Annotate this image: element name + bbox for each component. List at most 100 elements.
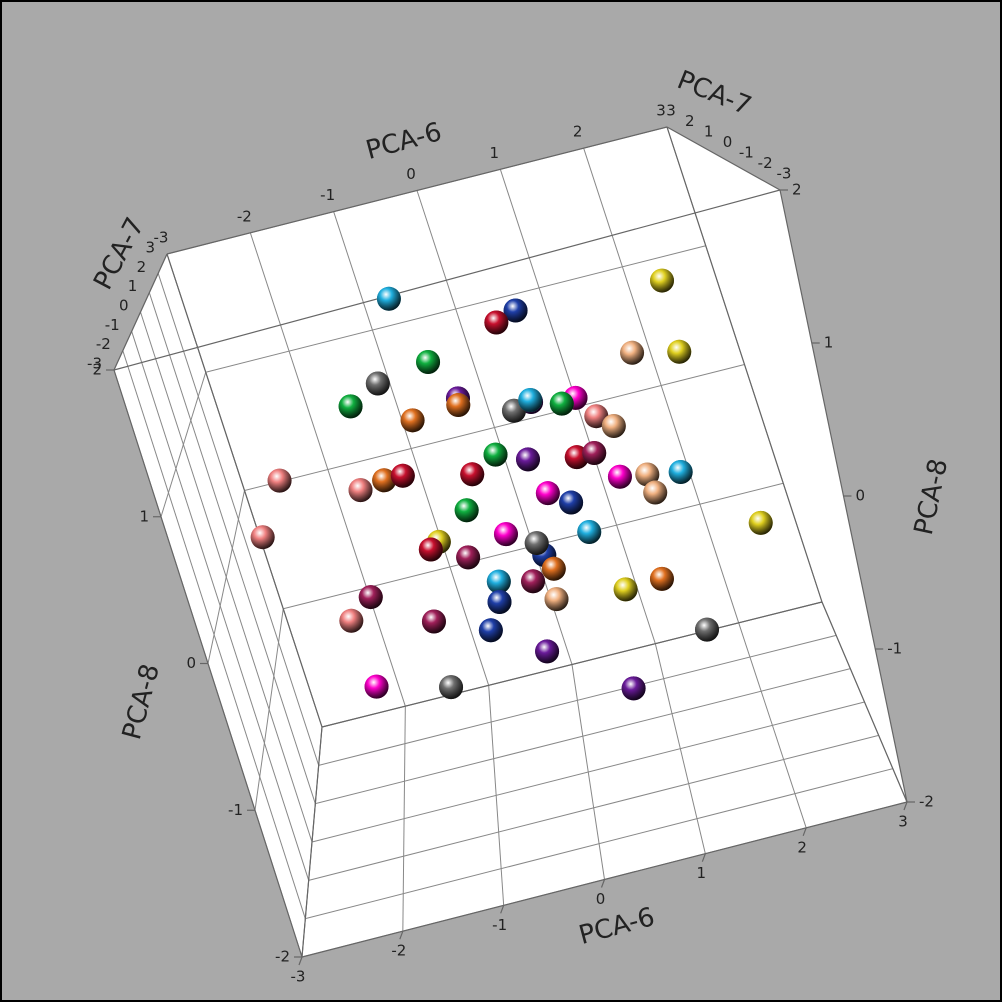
x-tick-label: 0 [596,890,606,908]
point [559,490,584,515]
point [621,676,646,701]
y-tick-label: -3 [87,355,102,373]
point [544,587,569,612]
point [607,464,632,489]
point [390,463,415,488]
y-tick-label: 2 [137,258,147,276]
x-tick-label: -1 [492,916,507,934]
point [518,388,543,413]
point [365,371,390,396]
x-tick [802,827,807,837]
x-tick-label: -3 [154,229,169,247]
point [650,268,675,293]
point [348,478,373,503]
grid-line [315,668,851,805]
y-axis-title: PCA-7 [88,213,151,295]
z-tick-label: -2 [919,793,934,811]
x-tick [399,930,404,940]
box-edge [666,126,823,603]
point [484,310,509,335]
point [748,510,773,535]
point [358,585,383,610]
point [521,569,546,594]
z-axis-title: PCA-8 [117,661,166,743]
point [541,556,566,581]
point [649,566,674,591]
point [364,674,389,699]
z-tick-label: 1 [139,507,149,525]
point [267,468,292,493]
point [649,566,674,591]
point [535,639,560,664]
point [524,531,549,556]
point [582,441,607,466]
grid-line [308,734,879,881]
z-tick-label: 2 [792,181,802,199]
x-tick [298,956,303,966]
box-edge [321,601,823,728]
point [516,447,541,472]
point [339,608,364,633]
point [613,577,638,602]
grid-line [305,768,893,920]
point [516,447,541,472]
point [487,589,512,614]
tick-layer: -3-3-2-2-1-100112233-3-3-2-2-1-100112233… [87,102,934,986]
point [524,531,549,556]
grid-line [244,364,745,491]
point [416,350,441,375]
point [421,609,446,634]
point [493,522,518,547]
x-tick-label: 1 [490,144,500,162]
point [559,490,584,515]
z-tick-label: -2 [275,948,290,966]
point [267,468,292,493]
x-tick-label: -3 [291,968,306,986]
point [338,394,363,419]
point [454,498,479,523]
x-tick-label: 0 [406,165,416,183]
box-edge [113,253,168,371]
y-tick-label: 1 [704,123,714,141]
point [577,520,602,545]
point [483,442,508,467]
point [620,340,645,365]
z-tick-label: 1 [824,334,834,352]
point [544,587,569,612]
point [418,537,443,562]
point [503,298,528,323]
y-tick-label: 1 [128,277,138,295]
point [390,463,415,488]
box-edge [113,189,781,371]
point [584,404,609,429]
z-axis-title: PCA-8 [909,456,954,538]
point [486,569,511,594]
point [549,391,574,416]
point [372,468,397,493]
x-tick-label: 2 [797,838,807,856]
point [456,545,481,570]
point [418,537,443,562]
box-edge [301,726,323,958]
point [439,675,464,700]
point [454,498,479,523]
y-tick-label: -1 [105,316,120,334]
point [668,459,693,484]
point [535,481,560,506]
point [400,408,425,433]
x-tick [600,879,606,888]
point [601,413,626,438]
point [582,441,607,466]
grid-line [311,701,865,843]
point [483,442,508,467]
point [400,408,425,433]
point [439,675,464,700]
grid-line [160,372,207,517]
x-axis-title: PCA-6 [363,117,445,166]
x-tick-label: -1 [320,186,335,204]
y-tick-label: 2 [685,112,695,130]
x-tick-label: -2 [237,207,252,225]
y-tick-label: 3 [145,239,155,257]
y-tick-label: -1 [739,144,754,162]
point [613,577,638,602]
